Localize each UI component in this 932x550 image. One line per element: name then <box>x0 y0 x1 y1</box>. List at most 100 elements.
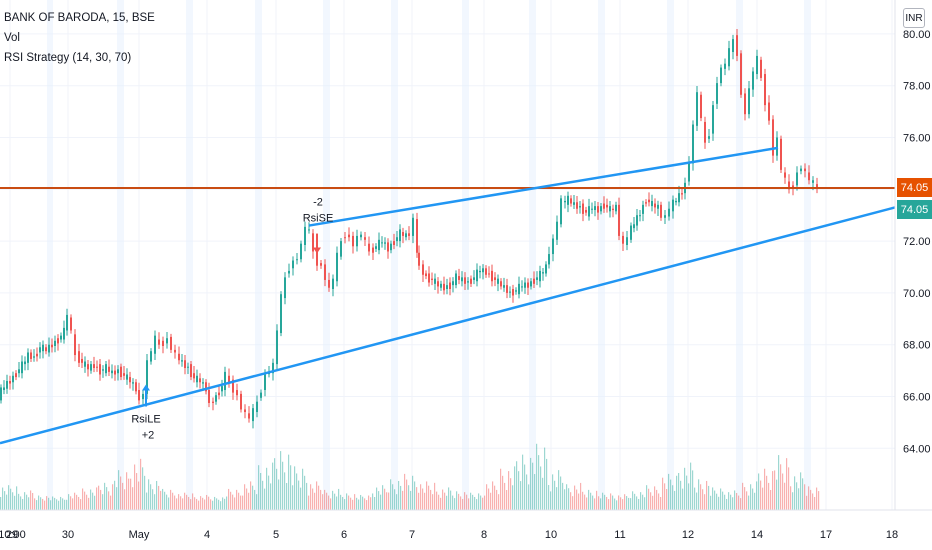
volume-bar <box>28 497 30 510</box>
candle-body <box>212 401 214 403</box>
volume-bar <box>96 487 98 510</box>
session-band <box>462 0 469 510</box>
volume-bar <box>488 488 490 510</box>
candle-body <box>45 347 47 352</box>
volume-bar <box>632 491 634 510</box>
volume-bar <box>116 487 118 510</box>
candle-body <box>228 375 230 384</box>
volume-bar <box>294 466 296 510</box>
y-tick-label: 70.00 <box>903 288 931 300</box>
candle-body <box>162 340 164 346</box>
currency-button[interactable]: INR <box>903 8 925 28</box>
candle-body <box>597 206 599 213</box>
level-price-tag: 74.05 <box>897 178 932 197</box>
volume-bar <box>176 498 178 510</box>
candle-body <box>308 229 310 231</box>
volume-bar <box>78 496 80 510</box>
candle-body <box>461 277 463 282</box>
candle-body <box>585 210 587 213</box>
volume-bar <box>506 490 508 510</box>
candle-body <box>645 202 647 204</box>
candle-body <box>612 208 614 211</box>
volume-indicator-label[interactable]: Vol <box>4 32 20 44</box>
volume-bar <box>494 485 496 510</box>
candle-body <box>681 193 683 195</box>
y-tick-label: 68.00 <box>903 340 931 352</box>
volume-bar <box>724 494 726 510</box>
volume-bar <box>532 462 534 510</box>
candle-body <box>720 67 722 84</box>
candle-body <box>548 254 550 265</box>
candle-body <box>443 283 445 291</box>
candle-body <box>146 360 148 394</box>
candle-body <box>464 277 466 284</box>
volume-bar <box>220 501 222 510</box>
candle-body <box>497 278 499 284</box>
strategy-label[interactable]: RSI Strategy (14, 30, 70) <box>4 52 132 64</box>
volume-bar <box>474 496 476 510</box>
volume-bar <box>512 485 514 510</box>
volume-bar <box>102 494 104 510</box>
candle-body <box>96 366 98 368</box>
trendline-upper <box>308 146 779 227</box>
candle-body <box>816 184 818 189</box>
volume-bar <box>640 492 642 510</box>
volume-bar <box>746 491 748 510</box>
volume-bar <box>212 500 214 510</box>
symbol-title[interactable]: BANK OF BARODA, 15, BSE <box>4 12 155 24</box>
candle-body <box>260 392 262 398</box>
volume-bar <box>590 492 592 510</box>
volume-bar <box>434 482 436 510</box>
volume-bar <box>498 494 500 510</box>
candle-body <box>6 380 8 389</box>
volume-bar <box>356 497 358 510</box>
volume-bar <box>718 496 720 510</box>
volume-bar <box>582 491 584 510</box>
volume-bar <box>118 470 120 510</box>
volume-bar <box>706 480 708 510</box>
volume-bar <box>338 488 340 510</box>
volume-bar <box>210 499 212 510</box>
volume-bar <box>388 492 390 510</box>
volume-bar <box>504 482 506 510</box>
candle-body <box>636 215 638 226</box>
volume-bar <box>12 492 14 510</box>
volume-bar <box>330 498 332 510</box>
volume-bar <box>412 475 414 510</box>
volume-bar <box>646 485 648 510</box>
volume-bar <box>608 499 610 510</box>
chart-legend: BANK OF BARODA, 15, BSE Vol RSI Strategy… <box>4 8 155 68</box>
candle-body <box>552 238 554 255</box>
volume-bar <box>144 475 146 510</box>
y-tick-label: 78.00 <box>903 81 931 93</box>
volume-bar <box>786 458 788 510</box>
volume-bar <box>550 491 552 510</box>
volume-bar <box>726 498 728 510</box>
volume-bar <box>452 495 454 510</box>
candle-body <box>626 237 628 245</box>
candle-body <box>142 393 144 400</box>
candle-body <box>202 382 204 384</box>
volume-bar <box>484 495 486 510</box>
volume-bar <box>142 467 144 510</box>
volume-bar <box>446 495 448 510</box>
candles <box>0 28 818 429</box>
candle-body <box>603 203 605 209</box>
candle-body <box>428 273 430 283</box>
volume-bar <box>680 480 682 510</box>
candle-body <box>804 168 806 172</box>
candle-body <box>651 200 653 207</box>
volume-bar <box>558 470 560 510</box>
candle-body <box>135 382 137 392</box>
candle-body <box>15 373 17 378</box>
candle-body <box>467 281 469 283</box>
x-tick-label: 5 <box>273 529 279 541</box>
volume-bar <box>796 482 798 510</box>
volume-bar <box>58 500 60 510</box>
volume-bar <box>802 478 804 510</box>
volume-bar <box>40 497 42 510</box>
candle-body <box>796 172 798 186</box>
volume-bar <box>748 495 750 510</box>
